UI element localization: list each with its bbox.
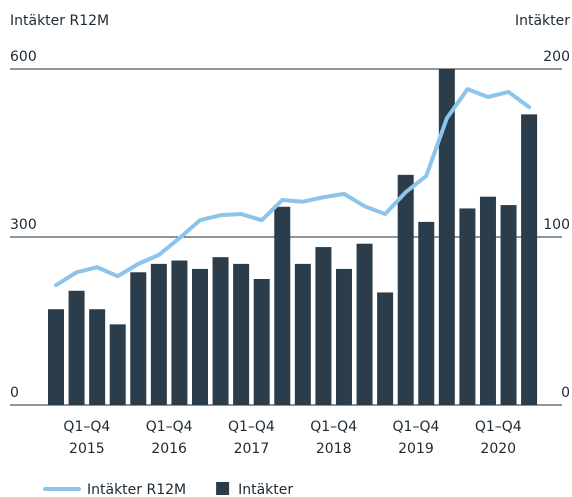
y-tick-label: 300 [10,217,37,233]
bar [521,114,538,406]
line [54,87,532,288]
bar [233,263,250,405]
bar [500,205,517,405]
x-period-label: Q1–Q4 [393,419,440,435]
x-year-label: 2016 [151,441,187,457]
bar [274,206,291,405]
x-period-label: Q1–Q4 [146,419,193,435]
legend-label: Intäkter R12M [87,482,186,497]
y2-axis-label: Intäkter [515,13,570,29]
bar [315,247,332,405]
x-year-label: 2018 [316,441,352,457]
bar [109,324,126,405]
bar [171,260,188,405]
bar [377,292,394,405]
y2-tick-label: 100 [543,217,570,233]
bar [150,263,167,405]
x-year-label: 2015 [69,441,105,457]
bar [397,174,414,405]
bar [356,243,373,405]
x-year-label: 2020 [480,441,516,457]
bar [253,279,270,405]
bar [212,257,229,405]
bar [68,290,85,405]
legend-label: Intäkter [238,482,293,497]
x-period-label: Q1–Q4 [310,419,357,435]
y-tick-label: 0 [10,385,19,401]
y-tick-label: 600 [10,49,37,65]
y2-tick-label: 0 [561,385,570,401]
bar [459,208,476,405]
y2-tick-label: 200 [543,49,570,65]
bar [418,221,435,405]
bar [335,268,352,405]
legend-swatch [216,482,230,495]
bar [89,309,106,405]
bar [438,69,455,405]
x-period-label: Q1–Q4 [228,419,275,435]
x-period-label: Q1–Q4 [63,419,110,435]
bar [191,268,208,405]
x-year-label: 2017 [234,441,270,457]
x-year-label: 2019 [398,441,434,457]
bar [130,272,147,405]
y-axis-label: Intäkter R12M [10,13,109,29]
bar [48,309,64,405]
bar [294,263,311,405]
x-period-label: Q1–Q4 [475,419,522,435]
bar [479,196,496,405]
